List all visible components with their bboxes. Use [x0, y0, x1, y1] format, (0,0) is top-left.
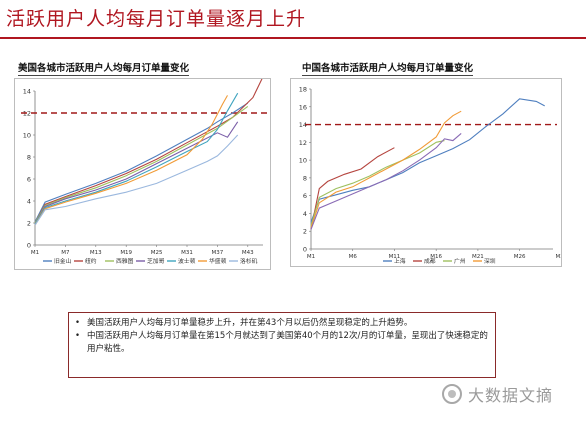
x-tick-label: M1 — [307, 254, 315, 260]
cn-chart: 024681012141618M1M6M11M16M21M26M31M36M41… — [290, 78, 568, 267]
watermark: 大数据文摘 — [442, 382, 553, 406]
series-line — [34, 105, 249, 224]
us-chart: 02468101214M1M7M13M19M25M31M37M43旧金山纽约西雅… — [14, 76, 271, 270]
bullet-icon: • — [75, 318, 81, 328]
note-text: 中国活跃用户人均每月订单量在第15个月就达到了美国第40个月的12次/月的订单量… — [87, 331, 488, 354]
legend-label: 洛杉矶 — [240, 257, 258, 265]
x-tick-label: M26 — [514, 254, 526, 260]
legend-label: 上海 — [394, 257, 406, 265]
series-line — [310, 132, 462, 230]
note-text: 美国活跃用户人均每月订单量稳步上升，并在第43个月以后仍然呈现稳定的上升趋势。 — [87, 318, 413, 328]
series-line — [34, 92, 239, 225]
legend-label: 旧金山 — [54, 257, 72, 265]
y-tick-label: 0 — [303, 246, 307, 254]
series-line — [310, 110, 462, 228]
y-tick-label: 14 — [23, 88, 31, 96]
cn-chart-title: 中国各城市活跃用户人均每月订单量变化 — [302, 60, 474, 76]
y-tick-label: 12 — [299, 139, 307, 147]
watermark-text: 大数据文摘 — [468, 386, 554, 405]
x-tick-label: M37 — [212, 250, 224, 256]
us-chart-svg: 02468101214M1M7M13M19M25M31M37M43旧金山纽约西雅… — [21, 76, 267, 265]
legend-label: 华盛顿 — [209, 257, 227, 265]
y-tick-label: 16 — [299, 103, 307, 111]
y-tick-label: 2 — [27, 220, 31, 228]
legend-label: 深圳 — [484, 257, 496, 265]
x-tick-label: M31 — [555, 254, 561, 260]
x-tick-label: M21 — [472, 254, 484, 260]
series-line — [34, 134, 239, 226]
legend-label: 西雅图 — [116, 257, 134, 265]
x-tick-label: M31 — [181, 250, 193, 256]
notes-box: • 美国活跃用户人均每月订单量稳步上升，并在第43个月以后仍然呈现稳定的上升趋势… — [68, 312, 496, 378]
y-tick-label: 4 — [27, 198, 31, 206]
legend-label: 波士顿 — [178, 257, 196, 265]
y-tick-label: 8 — [303, 174, 307, 182]
x-tick-label: M7 — [61, 250, 70, 256]
note-item: • 中国活跃用户人均每月订单量在第15个月就达到了美国第40个月的12次/月的订… — [75, 330, 489, 356]
x-tick-label: M1 — [31, 250, 39, 256]
x-tick-label: M13 — [90, 250, 102, 256]
y-tick-label: 4 — [303, 210, 307, 218]
series-line — [310, 98, 545, 223]
x-tick-label: M25 — [151, 250, 163, 256]
note-item: • 美国活跃用户人均每月订单量稳步上升，并在第43个月以后仍然呈现稳定的上升趋势… — [75, 317, 489, 330]
x-tick-label: M6 — [349, 254, 358, 260]
y-tick-label: 10 — [299, 157, 307, 165]
x-tick-label: M19 — [120, 250, 132, 256]
series-line — [34, 102, 249, 223]
series-line — [34, 76, 264, 224]
y-tick-label: 6 — [303, 192, 307, 200]
title-underline — [0, 37, 586, 39]
x-tick-label: M43 — [242, 250, 254, 256]
y-tick-label: 0 — [27, 242, 31, 250]
legend-label: 广州 — [454, 257, 466, 265]
series-line — [34, 95, 228, 226]
y-tick-label: 8 — [27, 154, 31, 162]
us-chart-title: 美国各城市活跃用户人均每月订单量变化 — [18, 60, 190, 76]
legend-label: 成都 — [424, 257, 436, 265]
legend-label: 芝加哥 — [147, 257, 165, 265]
legend-label: 纽约 — [85, 257, 97, 265]
y-tick-label: 18 — [299, 86, 307, 94]
x-tick-label: M11 — [389, 254, 401, 260]
x-tick-label: M16 — [430, 254, 442, 260]
wechat-icon — [442, 384, 462, 404]
y-tick-label: 10 — [23, 132, 31, 140]
bullet-icon: • — [75, 331, 81, 341]
y-tick-label: 2 — [303, 228, 307, 236]
y-tick-label: 14 — [299, 121, 307, 129]
series-line — [310, 140, 445, 227]
series-line — [310, 147, 395, 230]
cn-chart-svg: 024681012141618M1M6M11M16M21M26M31M36M41… — [299, 86, 568, 266]
series-line — [34, 121, 239, 225]
page-title: 活跃用户人均每月订单量逐月上升 — [6, 8, 307, 30]
y-tick-label: 6 — [27, 176, 31, 184]
